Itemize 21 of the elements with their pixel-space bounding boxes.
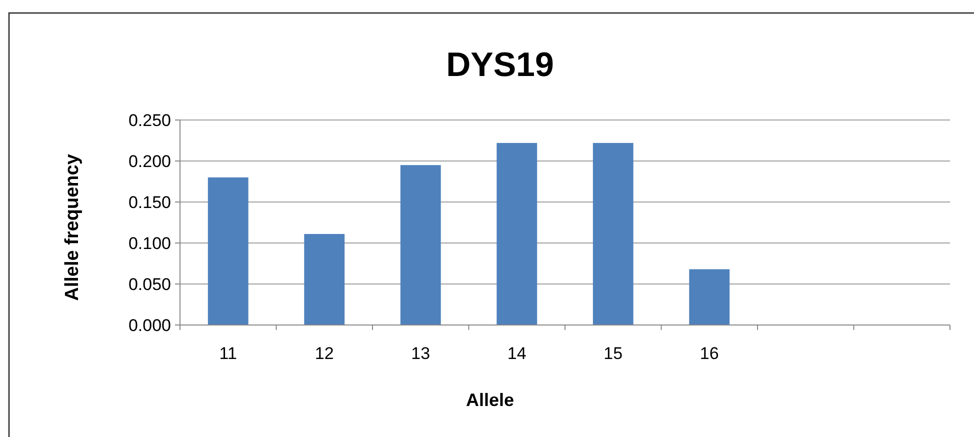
y-tick-label: 0.250: [128, 110, 171, 130]
x-tick-label: 13: [411, 344, 430, 363]
bar: [689, 269, 730, 325]
y-tick-label: 0.000: [128, 316, 171, 335]
bar: [400, 165, 441, 325]
bar: [592, 142, 634, 325]
y-axis-title: Allele frequency: [62, 154, 83, 301]
x-tick-label: 12: [314, 344, 334, 363]
x-axis-title: Allele: [466, 390, 514, 410]
x-tick-label: 14: [507, 344, 526, 363]
y-tick-label: 0.100: [128, 234, 171, 253]
chart-title: DYS19: [446, 46, 554, 84]
x-tick-label: 16: [700, 344, 719, 363]
y-tick-label: 0.200: [128, 152, 171, 171]
bar: [304, 234, 345, 325]
bar: [208, 177, 248, 325]
bar: [496, 142, 538, 325]
x-tick-label: 11: [219, 344, 237, 363]
x-tick-label: 15: [604, 344, 623, 363]
y-tick-label: 0.050: [128, 274, 171, 294]
y-tick-label: 0.150: [128, 192, 171, 212]
